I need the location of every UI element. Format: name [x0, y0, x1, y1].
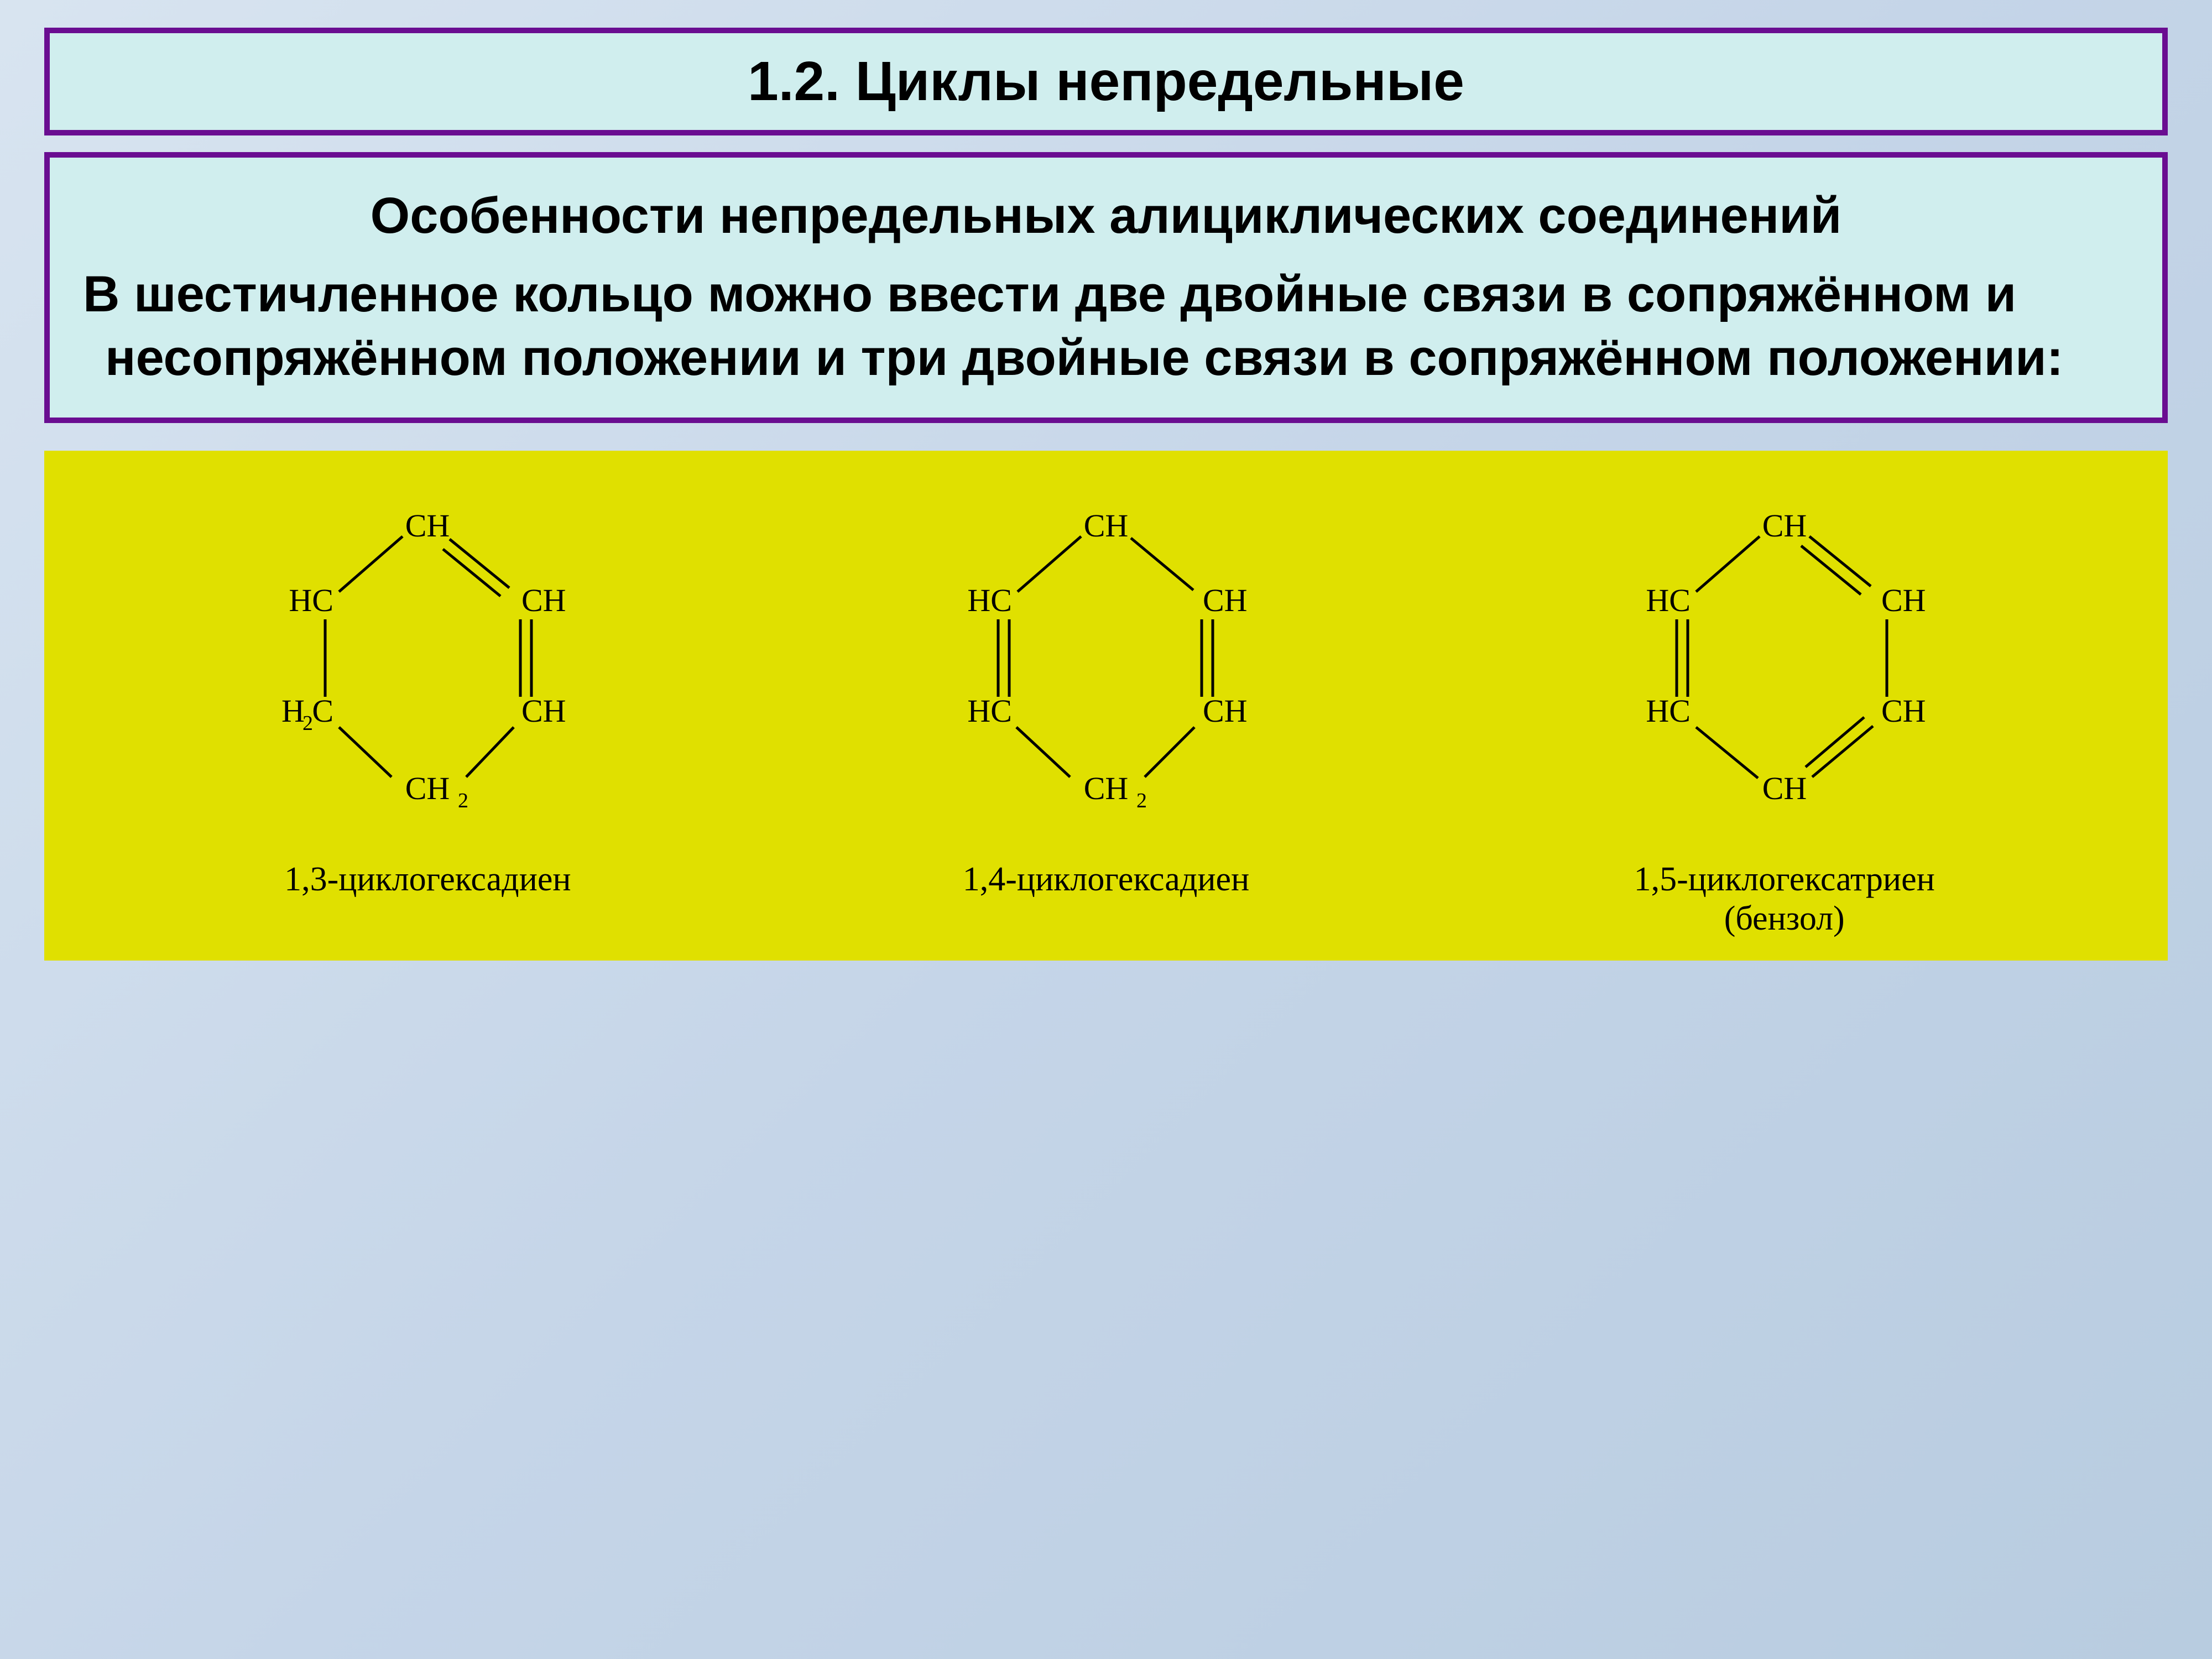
molecule-1-diagram: CH CH CH CH 2 C H 2 HC	[262, 484, 593, 838]
molecule-1-label: 1,3-циклогексадиен	[88, 860, 767, 899]
molecule-2: CH CH CH CH 2 HC HC 1,4-циклогексадиен	[767, 484, 1446, 899]
molecules-box: CH CH CH CH 2 C H 2 HC 1,3-циклогекса	[44, 451, 2168, 961]
svg-text:HC: HC	[967, 693, 1012, 729]
molecule-3: CH CH CH CH HC HC 1,5-циклогексатриен (б…	[1445, 484, 2124, 938]
svg-text:HC: HC	[1646, 582, 1691, 618]
molecule-3-label: 1,5-циклогексатриен	[1445, 860, 2124, 899]
svg-text:CH: CH	[1762, 770, 1807, 806]
svg-text:HC: HC	[289, 582, 334, 618]
svg-text:H: H	[281, 693, 305, 729]
svg-text:HC: HC	[1646, 693, 1691, 729]
svg-text:HC: HC	[967, 582, 1012, 618]
svg-text:CH: CH	[1084, 508, 1129, 544]
svg-text:CH: CH	[521, 582, 566, 618]
title-box: 1.2. Циклы непредельные	[44, 28, 2168, 135]
svg-text:CH: CH	[405, 770, 450, 806]
svg-text:CH: CH	[1881, 693, 1926, 729]
molecule-2-diagram: CH CH CH CH 2 HC HC	[940, 484, 1272, 838]
svg-text:CH: CH	[1203, 693, 1248, 729]
page-title: 1.2. Циклы непредельные	[72, 50, 2140, 113]
molecule-3-diagram: CH CH CH CH HC HC	[1619, 484, 1950, 838]
molecule-3-sublabel: (бензол)	[1445, 899, 2124, 938]
svg-text:CH: CH	[1084, 770, 1129, 806]
content-box: Особенности непредельных алициклических …	[44, 152, 2168, 423]
content-heading: Особенности непредельных алициклических …	[83, 185, 2129, 246]
molecule-2-label: 1,4-циклогексадиен	[767, 860, 1446, 899]
svg-text:2: 2	[458, 789, 468, 812]
svg-text:CH: CH	[1881, 582, 1926, 618]
svg-text:CH: CH	[1762, 508, 1807, 544]
svg-text:2: 2	[1136, 789, 1147, 812]
molecule-1: CH CH CH CH 2 C H 2 HC 1,3-циклогекса	[88, 484, 767, 899]
svg-text:CH: CH	[405, 508, 450, 544]
content-text: В шестичленное кольцо можно ввести две д…	[83, 263, 2129, 390]
svg-text:2: 2	[302, 712, 313, 735]
svg-text:CH: CH	[521, 693, 566, 729]
svg-text:C: C	[312, 693, 334, 729]
svg-text:CH: CH	[1203, 582, 1248, 618]
